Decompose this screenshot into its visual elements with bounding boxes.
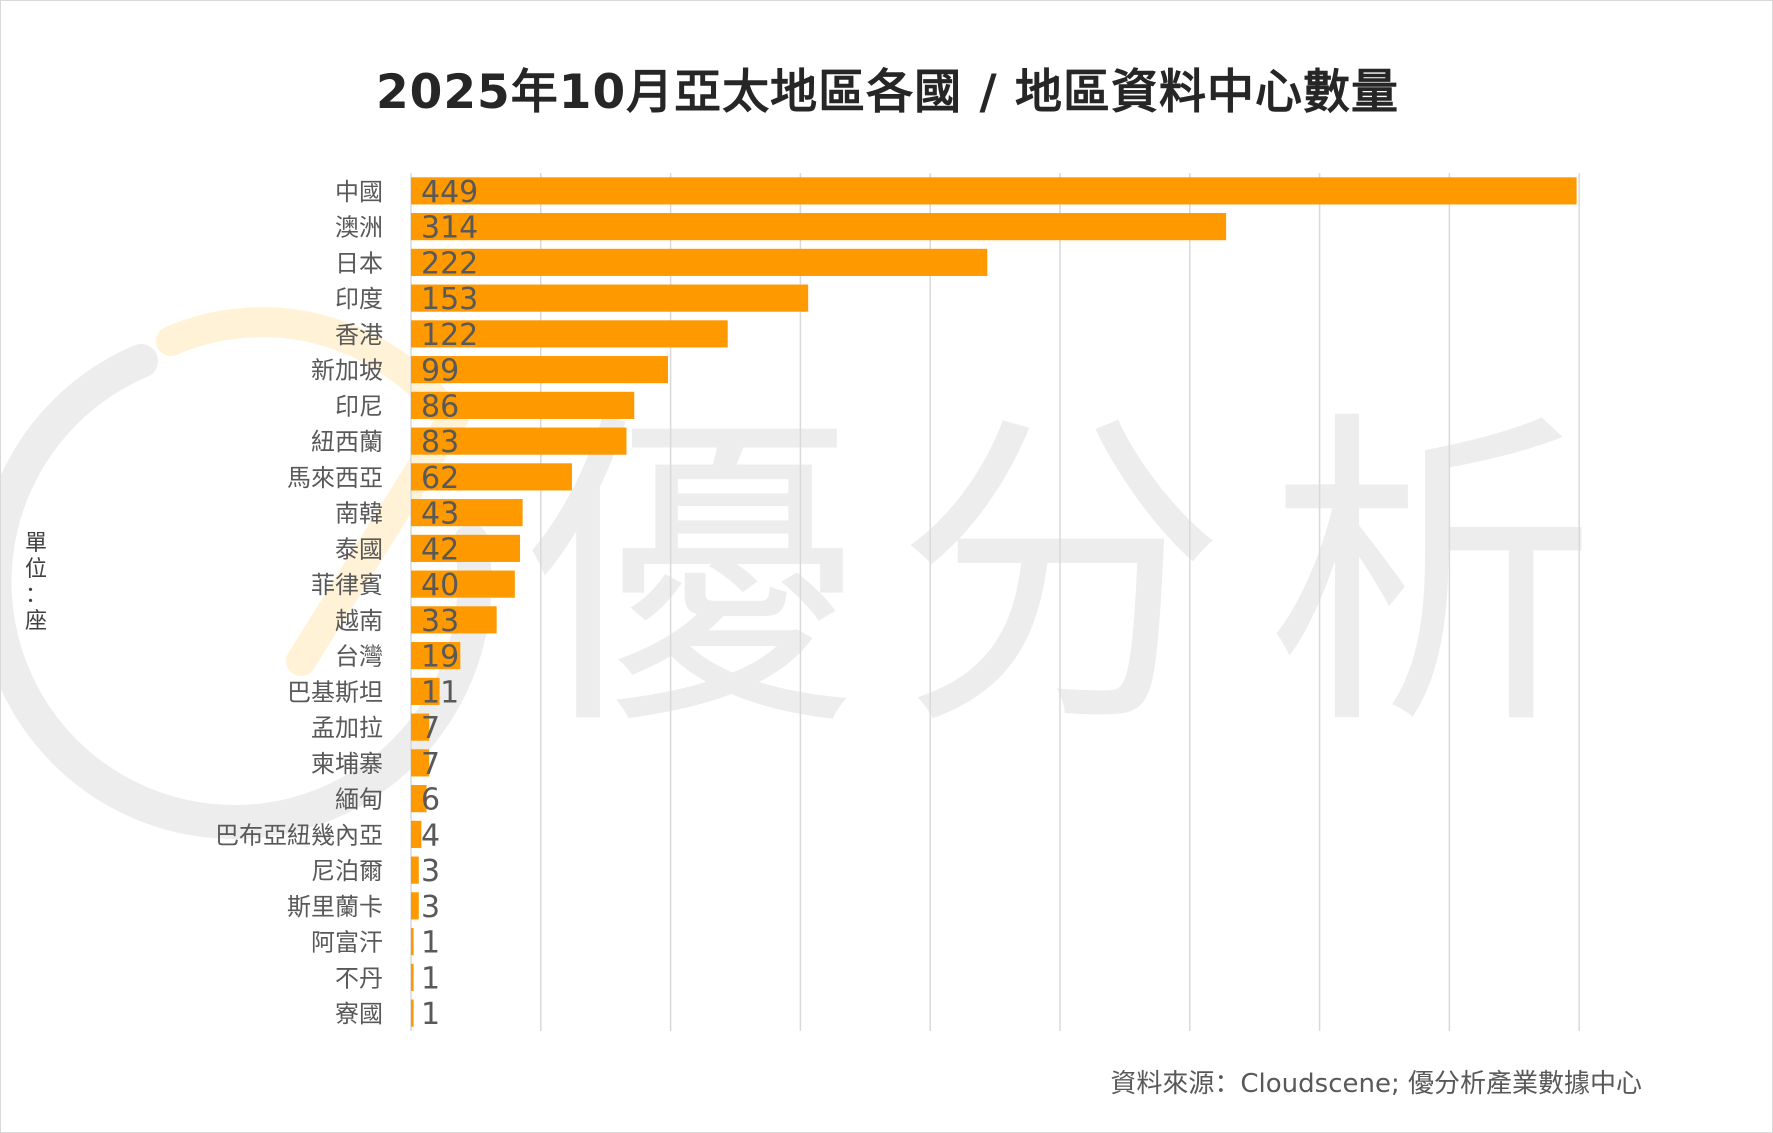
data-label: 62 bbox=[421, 461, 459, 496]
category-label: 中國 bbox=[335, 178, 383, 206]
category-label: 新加坡 bbox=[311, 357, 383, 385]
source-note: 資料來源：Cloudscene; 優分析產業數據中心 bbox=[1110, 1069, 1642, 1099]
bar bbox=[411, 606, 497, 634]
bar bbox=[411, 499, 523, 527]
data-label: 33 bbox=[421, 604, 459, 639]
data-label: 1 bbox=[421, 961, 440, 996]
data-label: 222 bbox=[421, 246, 478, 281]
category-label: 澳洲 bbox=[335, 214, 383, 242]
data-label: 1 bbox=[421, 997, 440, 1032]
bar bbox=[411, 391, 635, 419]
category-label: 印度 bbox=[335, 285, 383, 313]
bar bbox=[411, 892, 419, 920]
bar bbox=[411, 213, 1227, 241]
bar bbox=[411, 177, 1577, 205]
category-label: 緬甸 bbox=[335, 786, 383, 814]
bar bbox=[411, 284, 809, 312]
bar bbox=[411, 856, 419, 884]
data-label: 3 bbox=[421, 854, 440, 889]
data-label: 42 bbox=[421, 532, 459, 567]
data-label: 3 bbox=[421, 890, 440, 925]
category-label: 紐西蘭 bbox=[311, 428, 383, 456]
data-label: 11 bbox=[421, 675, 459, 710]
category-label: 尼泊爾 bbox=[311, 857, 383, 885]
bar bbox=[411, 534, 521, 562]
category-label: 泰國 bbox=[335, 535, 383, 563]
bar bbox=[411, 677, 440, 705]
data-label: 449 bbox=[421, 175, 478, 210]
category-label: 南韓 bbox=[335, 500, 383, 528]
category-label: 馬來西亞 bbox=[287, 464, 383, 492]
data-label: 314 bbox=[421, 211, 478, 246]
data-label: 4 bbox=[421, 818, 440, 853]
data-label: 40 bbox=[421, 568, 459, 603]
bar bbox=[411, 248, 988, 276]
category-label: 日本 bbox=[335, 249, 383, 277]
bar bbox=[411, 928, 414, 956]
data-label: 19 bbox=[421, 640, 459, 675]
category-label: 孟加拉 bbox=[311, 714, 383, 742]
category-label: 寮國 bbox=[335, 1000, 383, 1028]
category-label: 香港 bbox=[335, 321, 383, 349]
category-label: 菲律賓 bbox=[311, 571, 383, 599]
bar bbox=[411, 749, 430, 777]
bar bbox=[411, 713, 430, 741]
category-label: 台灣 bbox=[335, 643, 383, 671]
bar bbox=[411, 463, 572, 491]
data-label: 7 bbox=[421, 711, 440, 746]
data-label: 86 bbox=[421, 389, 459, 424]
category-label: 斯里蘭卡 bbox=[287, 893, 383, 921]
y-axis-unit-label: 單 位 ： 座 bbox=[24, 531, 47, 634]
category-label: 不丹 bbox=[335, 964, 383, 992]
data-label: 6 bbox=[421, 783, 440, 818]
bar bbox=[411, 642, 461, 670]
data-label: 122 bbox=[421, 318, 478, 353]
category-label: 越南 bbox=[335, 607, 383, 635]
bar bbox=[411, 356, 668, 384]
category-label: 巴布亞紐幾內亞 bbox=[215, 821, 383, 849]
bar bbox=[411, 785, 427, 813]
data-label: 153 bbox=[421, 282, 478, 317]
data-label: 99 bbox=[421, 354, 459, 389]
bar bbox=[411, 963, 414, 991]
category-label: 巴基斯坦 bbox=[287, 678, 383, 706]
bar bbox=[411, 427, 627, 455]
chart-title: 2025年10月亞太地區各國 / 地區資料中心數量 bbox=[375, 65, 1400, 120]
category-label: 印尼 bbox=[335, 392, 383, 420]
data-label: 1 bbox=[421, 926, 440, 961]
data-label: 83 bbox=[421, 425, 459, 460]
data-label: 7 bbox=[421, 747, 440, 782]
data-label: 43 bbox=[421, 497, 459, 532]
category-label: 柬埔寨 bbox=[311, 750, 383, 778]
bar bbox=[411, 820, 422, 848]
bar bbox=[411, 570, 515, 598]
bar bbox=[411, 320, 728, 348]
watermark-text: 優分析 bbox=[526, 385, 1636, 769]
category-label: 阿富汗 bbox=[311, 929, 383, 957]
bar bbox=[411, 999, 414, 1027]
